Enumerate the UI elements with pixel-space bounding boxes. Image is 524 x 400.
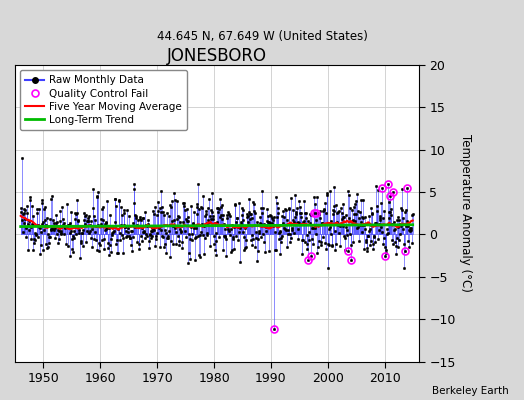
Y-axis label: Temperature Anomaly (°C): Temperature Anomaly (°C): [460, 134, 472, 292]
Text: Berkeley Earth: Berkeley Earth: [432, 386, 508, 396]
Title: JONESBORO: JONESBORO: [167, 47, 267, 65]
Text: 44.645 N, 67.649 W (United States): 44.645 N, 67.649 W (United States): [157, 30, 367, 43]
Legend: Raw Monthly Data, Quality Control Fail, Five Year Moving Average, Long-Term Tren: Raw Monthly Data, Quality Control Fail, …: [20, 70, 188, 130]
